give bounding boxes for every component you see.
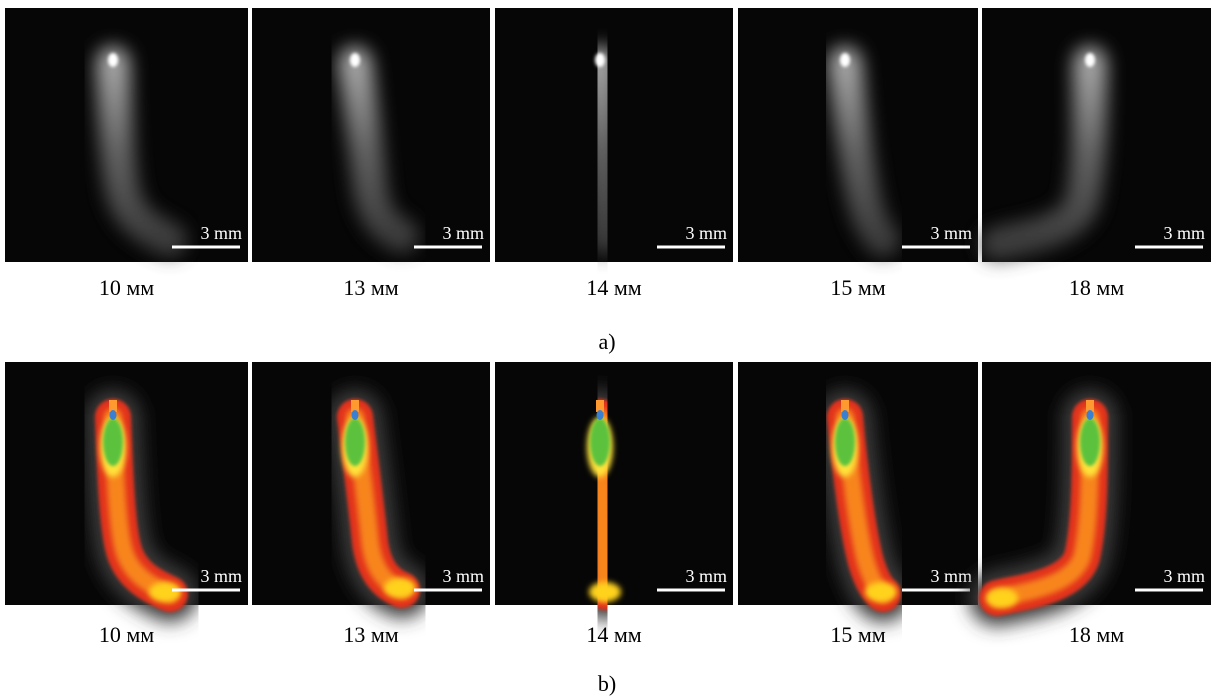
figure: 3 mm 10 мм 3 mm 13 мм 3 mm 14 мм 3 mm 15 мм 3 mm… [0,0,1215,699]
scale-bar-label: 3 mm [685,566,727,586]
plume-end [865,582,897,602]
panel-caption: 14 мм [586,275,641,300]
nozzle-spot [108,53,118,67]
nozzle-spot [840,53,850,67]
nozzle-spot [842,410,849,420]
row-label: b) [598,671,616,696]
plume-core [345,418,365,466]
nozzle-spot [595,53,605,67]
image-panel: 3 mm [982,362,1211,608]
scale-bar-label: 3 mm [200,566,242,586]
image-panel: 3 mm [495,8,733,262]
scale-bar-label: 3 mm [442,566,484,586]
plume-end [589,582,621,602]
scale-bar-label: 3 mm [1163,223,1205,243]
nozzle-spot [352,410,359,420]
nozzle-spot [1085,53,1095,67]
plume-end [384,578,416,598]
image-panel: 3 mm [982,8,1211,262]
panel-caption: 10 мм [99,622,154,647]
scale-bar-label: 3 mm [685,223,727,243]
scale-bar-label: 3 mm [442,223,484,243]
image-panel: 3 mm [495,362,733,605]
nozzle-spot [110,410,117,420]
panel-caption: 15 мм [830,622,885,647]
panel-caption: 18 мм [1069,622,1124,647]
plume-core [835,418,855,466]
image-panel: 3 mm [5,8,248,262]
plume-core [590,418,610,466]
scale-bar-label: 3 mm [930,223,972,243]
nozzle-spot [597,410,604,420]
image-panel: 3 mm [252,8,490,262]
image-panel: 3 mm [738,362,978,605]
plume-core [103,418,123,466]
image-panel: 3 mm [5,362,248,605]
panel-caption: 18 мм [1069,275,1124,300]
panel-caption: 13 мм [343,622,398,647]
plume-end [149,582,181,602]
panel-caption: 13 мм [343,275,398,300]
nozzle-spot [1087,410,1094,420]
scale-bar-label: 3 mm [200,223,242,243]
scale-bar-label: 3 mm [930,566,972,586]
plume-end [986,588,1018,608]
page: {"panels": { "a": {"label": "a)", "image… [0,0,1215,699]
plume-core [1080,418,1100,466]
scale-bar-label: 3 mm [1163,566,1205,586]
plume-glow [600,63,605,238]
image-panel: 3 mm [738,8,978,262]
image-panel: 3 mm [252,362,490,605]
row-label: a) [598,329,615,354]
panel-caption: 14 мм [586,622,641,647]
panel-caption: 10 мм [99,275,154,300]
nozzle-spot [350,53,360,67]
panel-caption: 15 мм [830,275,885,300]
